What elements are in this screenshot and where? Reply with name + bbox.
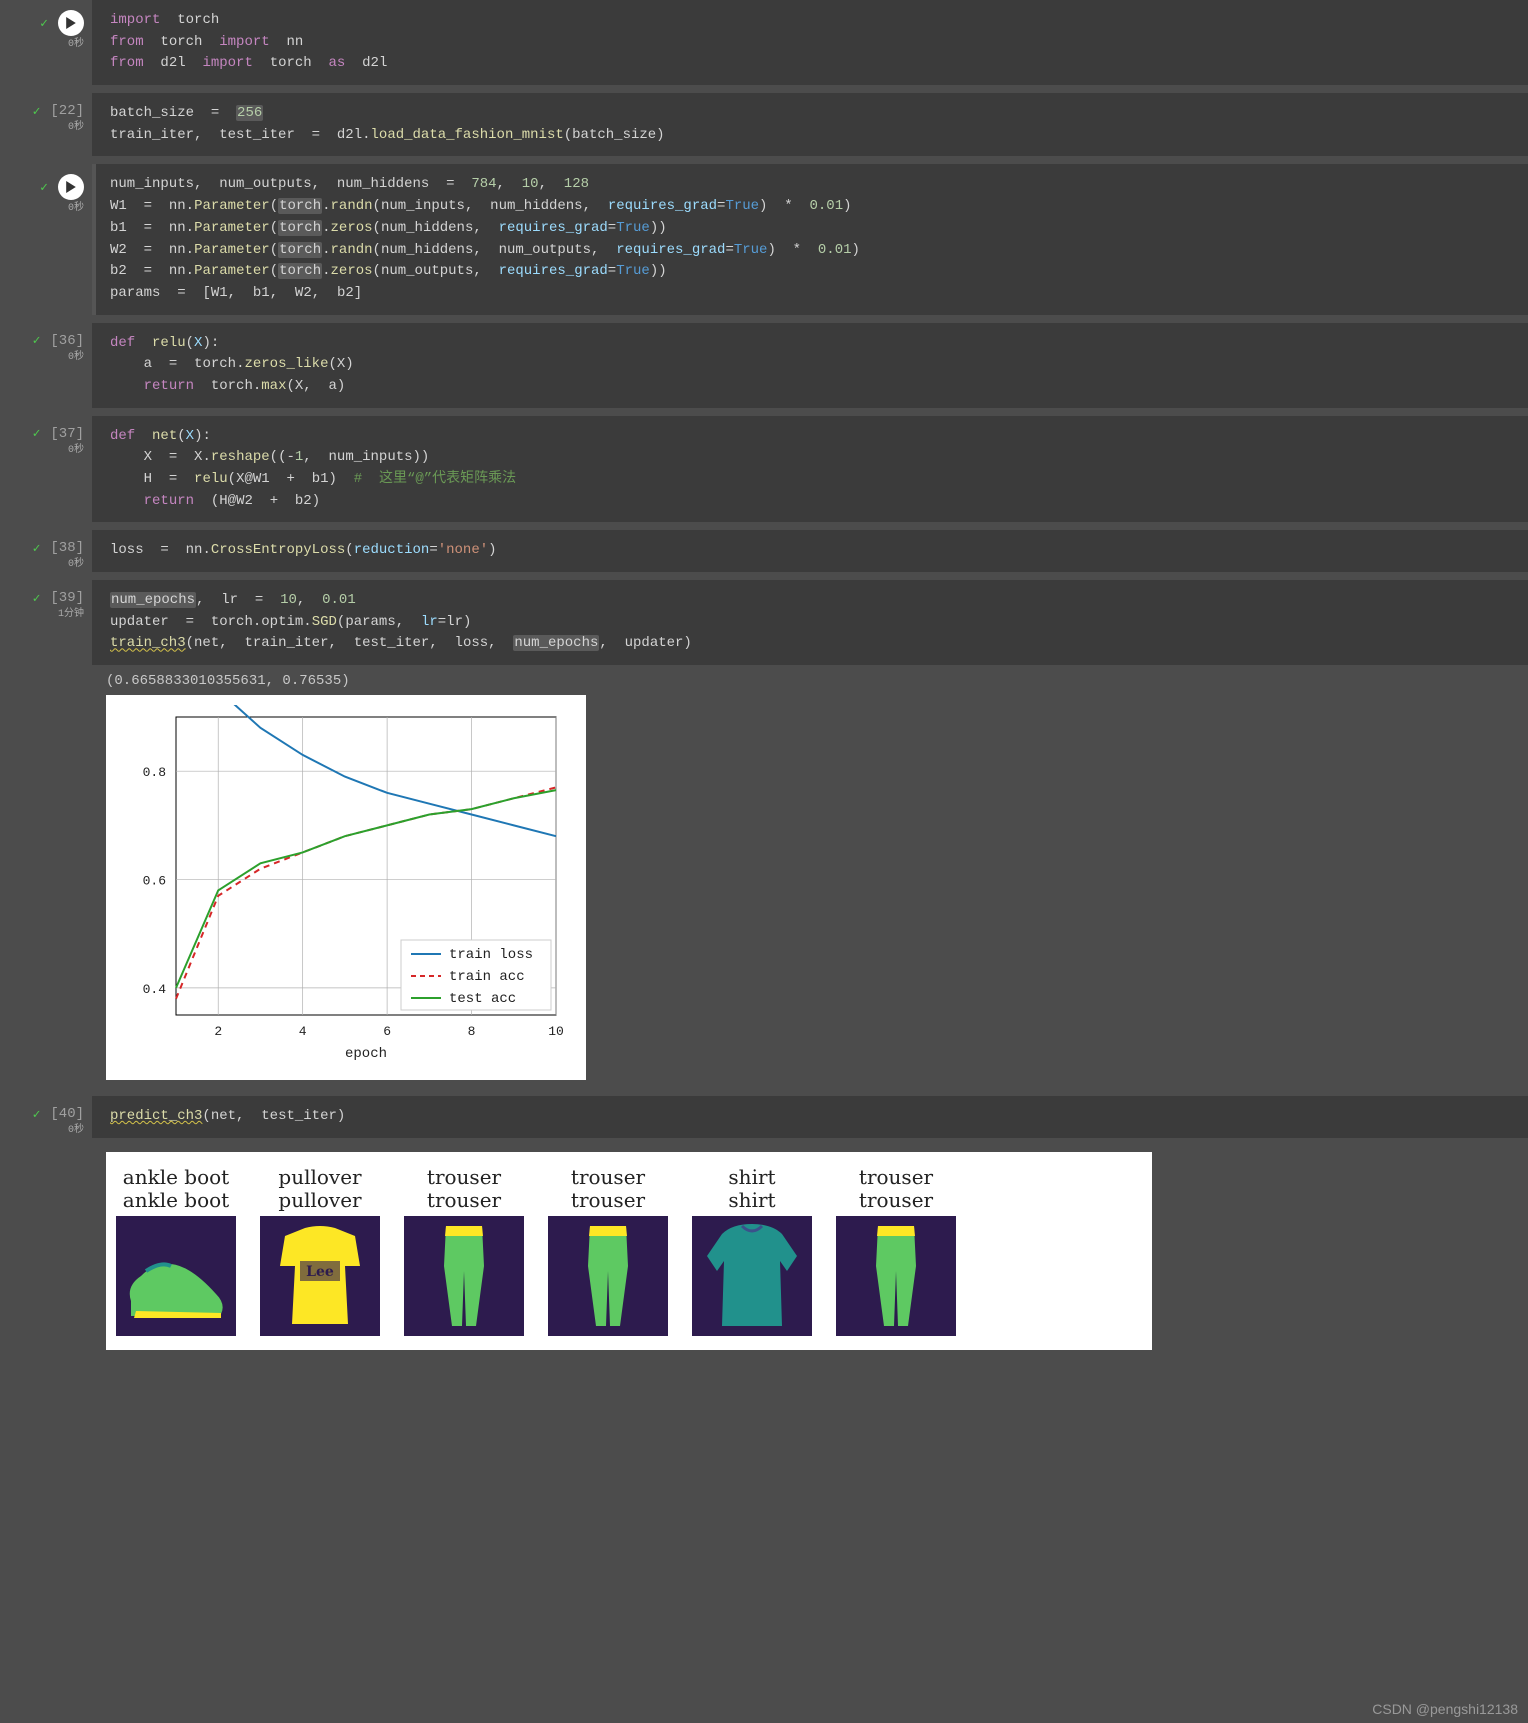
svg-text:2: 2 bbox=[214, 1024, 222, 1039]
code-content[interactable]: def relu(X): a = torch.zeros_like(X) ret… bbox=[110, 333, 1514, 398]
code-cell[interactable]: ✓[37]0秒def net(X): X = X.reshape((-1, nu… bbox=[0, 416, 1528, 523]
status-checkmark-icon: ✓ bbox=[33, 333, 41, 348]
svg-text:0.8: 0.8 bbox=[143, 765, 166, 780]
cell-code-area[interactable]: predict_ch3(net, test_iter) bbox=[92, 1096, 1528, 1138]
prediction-item: trousertrouser bbox=[548, 1166, 668, 1336]
predictions-strip: ankle bootankle boot pulloverpullover Le… bbox=[106, 1152, 1152, 1350]
code-content[interactable]: import torch from torch import nn from d… bbox=[110, 10, 1514, 75]
prediction-image bbox=[836, 1216, 956, 1336]
cell-code-area[interactable]: def net(X): X = X.reshape((-1, num_input… bbox=[92, 416, 1528, 523]
output-text: (0.6658833010355631, 0.76535) bbox=[106, 673, 1514, 689]
prediction-image bbox=[692, 1216, 812, 1336]
code-content[interactable]: predict_ch3(net, test_iter) bbox=[110, 1106, 1514, 1128]
code-content[interactable]: num_inputs, num_outputs, num_hiddens = 7… bbox=[110, 174, 1514, 304]
exec-time: 1分钟 bbox=[58, 604, 84, 620]
svg-text:10: 10 bbox=[548, 1024, 564, 1039]
cell-gutter: ✓ 0秒 bbox=[0, 164, 92, 314]
cell-output: (0.6658833010355631, 0.76535) 2 4 6 8 10 0.4 0.… bbox=[92, 665, 1528, 1088]
prediction-image bbox=[404, 1216, 524, 1336]
code-content[interactable]: num_epochs, lr = 10, 0.01 updater = torc… bbox=[110, 590, 1514, 655]
code-cell[interactable]: ✓ 0秒 num_inputs, num_outputs, num_hiddens … bbox=[0, 164, 1528, 314]
code-cell[interactable]: ✓[39]1分钟 num_epochs, lr = 10, 0.01 update… bbox=[0, 580, 1528, 1088]
status-checkmark-icon: ✓ bbox=[33, 1107, 41, 1122]
cell-code-area[interactable]: def relu(X): a = torch.zeros_like(X) ret… bbox=[92, 323, 1528, 408]
code-cell[interactable]: ✓[22]0秒 batch_size = 256 train_iter, test… bbox=[0, 93, 1528, 156]
cell-gutter: ✓[22]0秒 bbox=[0, 93, 92, 156]
cell-gutter: ✓[36]0秒 bbox=[0, 323, 92, 408]
svg-text:8: 8 bbox=[468, 1024, 476, 1039]
code-cell[interactable]: ✓[40]0秒 predict_ch3(net, test_iter)ankle … bbox=[0, 1096, 1528, 1358]
status-checkmark-icon: ✓ bbox=[33, 426, 41, 441]
watermark: CSDN @pengshi12138 bbox=[1372, 1701, 1518, 1717]
cell-gutter: ✓[39]1分钟 bbox=[0, 580, 92, 1088]
code-cell[interactable]: ✓[38]0秒 loss = nn.CrossEntropyLoss(reduct… bbox=[0, 530, 1528, 572]
svg-text:test acc: test acc bbox=[449, 991, 516, 1007]
prediction-image bbox=[116, 1216, 236, 1336]
cell-gutter: ✓[38]0秒 bbox=[0, 530, 92, 572]
prediction-item: pulloverpullover Lee bbox=[260, 1166, 380, 1336]
svg-text:0.6: 0.6 bbox=[143, 874, 166, 889]
code-content[interactable]: def net(X): X = X.reshape((-1, num_input… bbox=[110, 426, 1514, 513]
svg-text:epoch: epoch bbox=[345, 1046, 387, 1062]
prediction-image bbox=[548, 1216, 668, 1336]
code-content[interactable]: loss = nn.CrossEntropyLoss(reduction='no… bbox=[110, 540, 1514, 562]
cell-code-area[interactable]: batch_size = 256 train_iter, test_iter =… bbox=[92, 93, 1528, 156]
prediction-label: trousertrouser bbox=[836, 1166, 956, 1212]
run-button[interactable] bbox=[58, 10, 84, 36]
status-checkmark-icon: ✓ bbox=[33, 591, 41, 606]
svg-text:0.4: 0.4 bbox=[143, 982, 167, 997]
svg-text:Lee: Lee bbox=[306, 1264, 334, 1280]
training-chart: 2 4 6 8 10 0.4 0.6 0.8 epoch train loss train acc t… bbox=[106, 695, 586, 1080]
exec-time: 0秒 bbox=[68, 347, 84, 363]
cell-gutter: ✓[37]0秒 bbox=[0, 416, 92, 523]
prediction-label: shirtshirt bbox=[692, 1166, 812, 1212]
svg-text:train acc: train acc bbox=[449, 969, 525, 985]
prediction-label: ankle bootankle boot bbox=[116, 1166, 236, 1212]
cell-code-area[interactable]: num_inputs, num_outputs, num_hiddens = 7… bbox=[92, 164, 1528, 314]
cell-code-area[interactable]: import torch from torch import nn from d… bbox=[92, 0, 1528, 85]
status-checkmark-icon: ✓ bbox=[40, 180, 48, 195]
status-checkmark-icon: ✓ bbox=[33, 104, 41, 119]
code-cell[interactable]: ✓ 0秒 import torch from torch import nn fro… bbox=[0, 0, 1528, 85]
exec-time: 0秒 bbox=[68, 1120, 84, 1136]
svg-text:train loss: train loss bbox=[449, 947, 533, 963]
svg-text:6: 6 bbox=[383, 1024, 391, 1039]
status-checkmark-icon: ✓ bbox=[33, 541, 41, 556]
prediction-label: pulloverpullover bbox=[260, 1166, 380, 1212]
cell-code-area[interactable]: loss = nn.CrossEntropyLoss(reduction='no… bbox=[92, 530, 1528, 572]
cell-gutter: ✓ 0秒 bbox=[0, 0, 92, 85]
run-button[interactable] bbox=[58, 174, 84, 200]
exec-time: 0秒 bbox=[68, 198, 84, 214]
cell-gutter: ✓[40]0秒 bbox=[0, 1096, 92, 1358]
exec-time: 0秒 bbox=[68, 440, 84, 456]
cell-output: ankle bootankle boot pulloverpullover Le… bbox=[92, 1138, 1528, 1358]
code-content[interactable]: batch_size = 256 train_iter, test_iter =… bbox=[110, 103, 1514, 146]
exec-time: 0秒 bbox=[68, 34, 84, 50]
prediction-item: shirtshirt bbox=[692, 1166, 812, 1336]
exec-time: 0秒 bbox=[68, 554, 84, 570]
prediction-label: trousertrouser bbox=[548, 1166, 668, 1212]
svg-text:4: 4 bbox=[299, 1024, 307, 1039]
exec-time: 0秒 bbox=[68, 117, 84, 133]
cell-code-area[interactable]: num_epochs, lr = 10, 0.01 updater = torc… bbox=[92, 580, 1528, 665]
status-checkmark-icon: ✓ bbox=[40, 16, 48, 31]
prediction-label: trousertrouser bbox=[404, 1166, 524, 1212]
prediction-item: trousertrouser bbox=[836, 1166, 956, 1336]
prediction-image: Lee bbox=[260, 1216, 380, 1336]
code-cell[interactable]: ✓[36]0秒 def relu(X): a = torch.zeros_like… bbox=[0, 323, 1528, 408]
prediction-item: trousertrouser bbox=[404, 1166, 524, 1336]
prediction-item: ankle bootankle boot bbox=[116, 1166, 236, 1336]
